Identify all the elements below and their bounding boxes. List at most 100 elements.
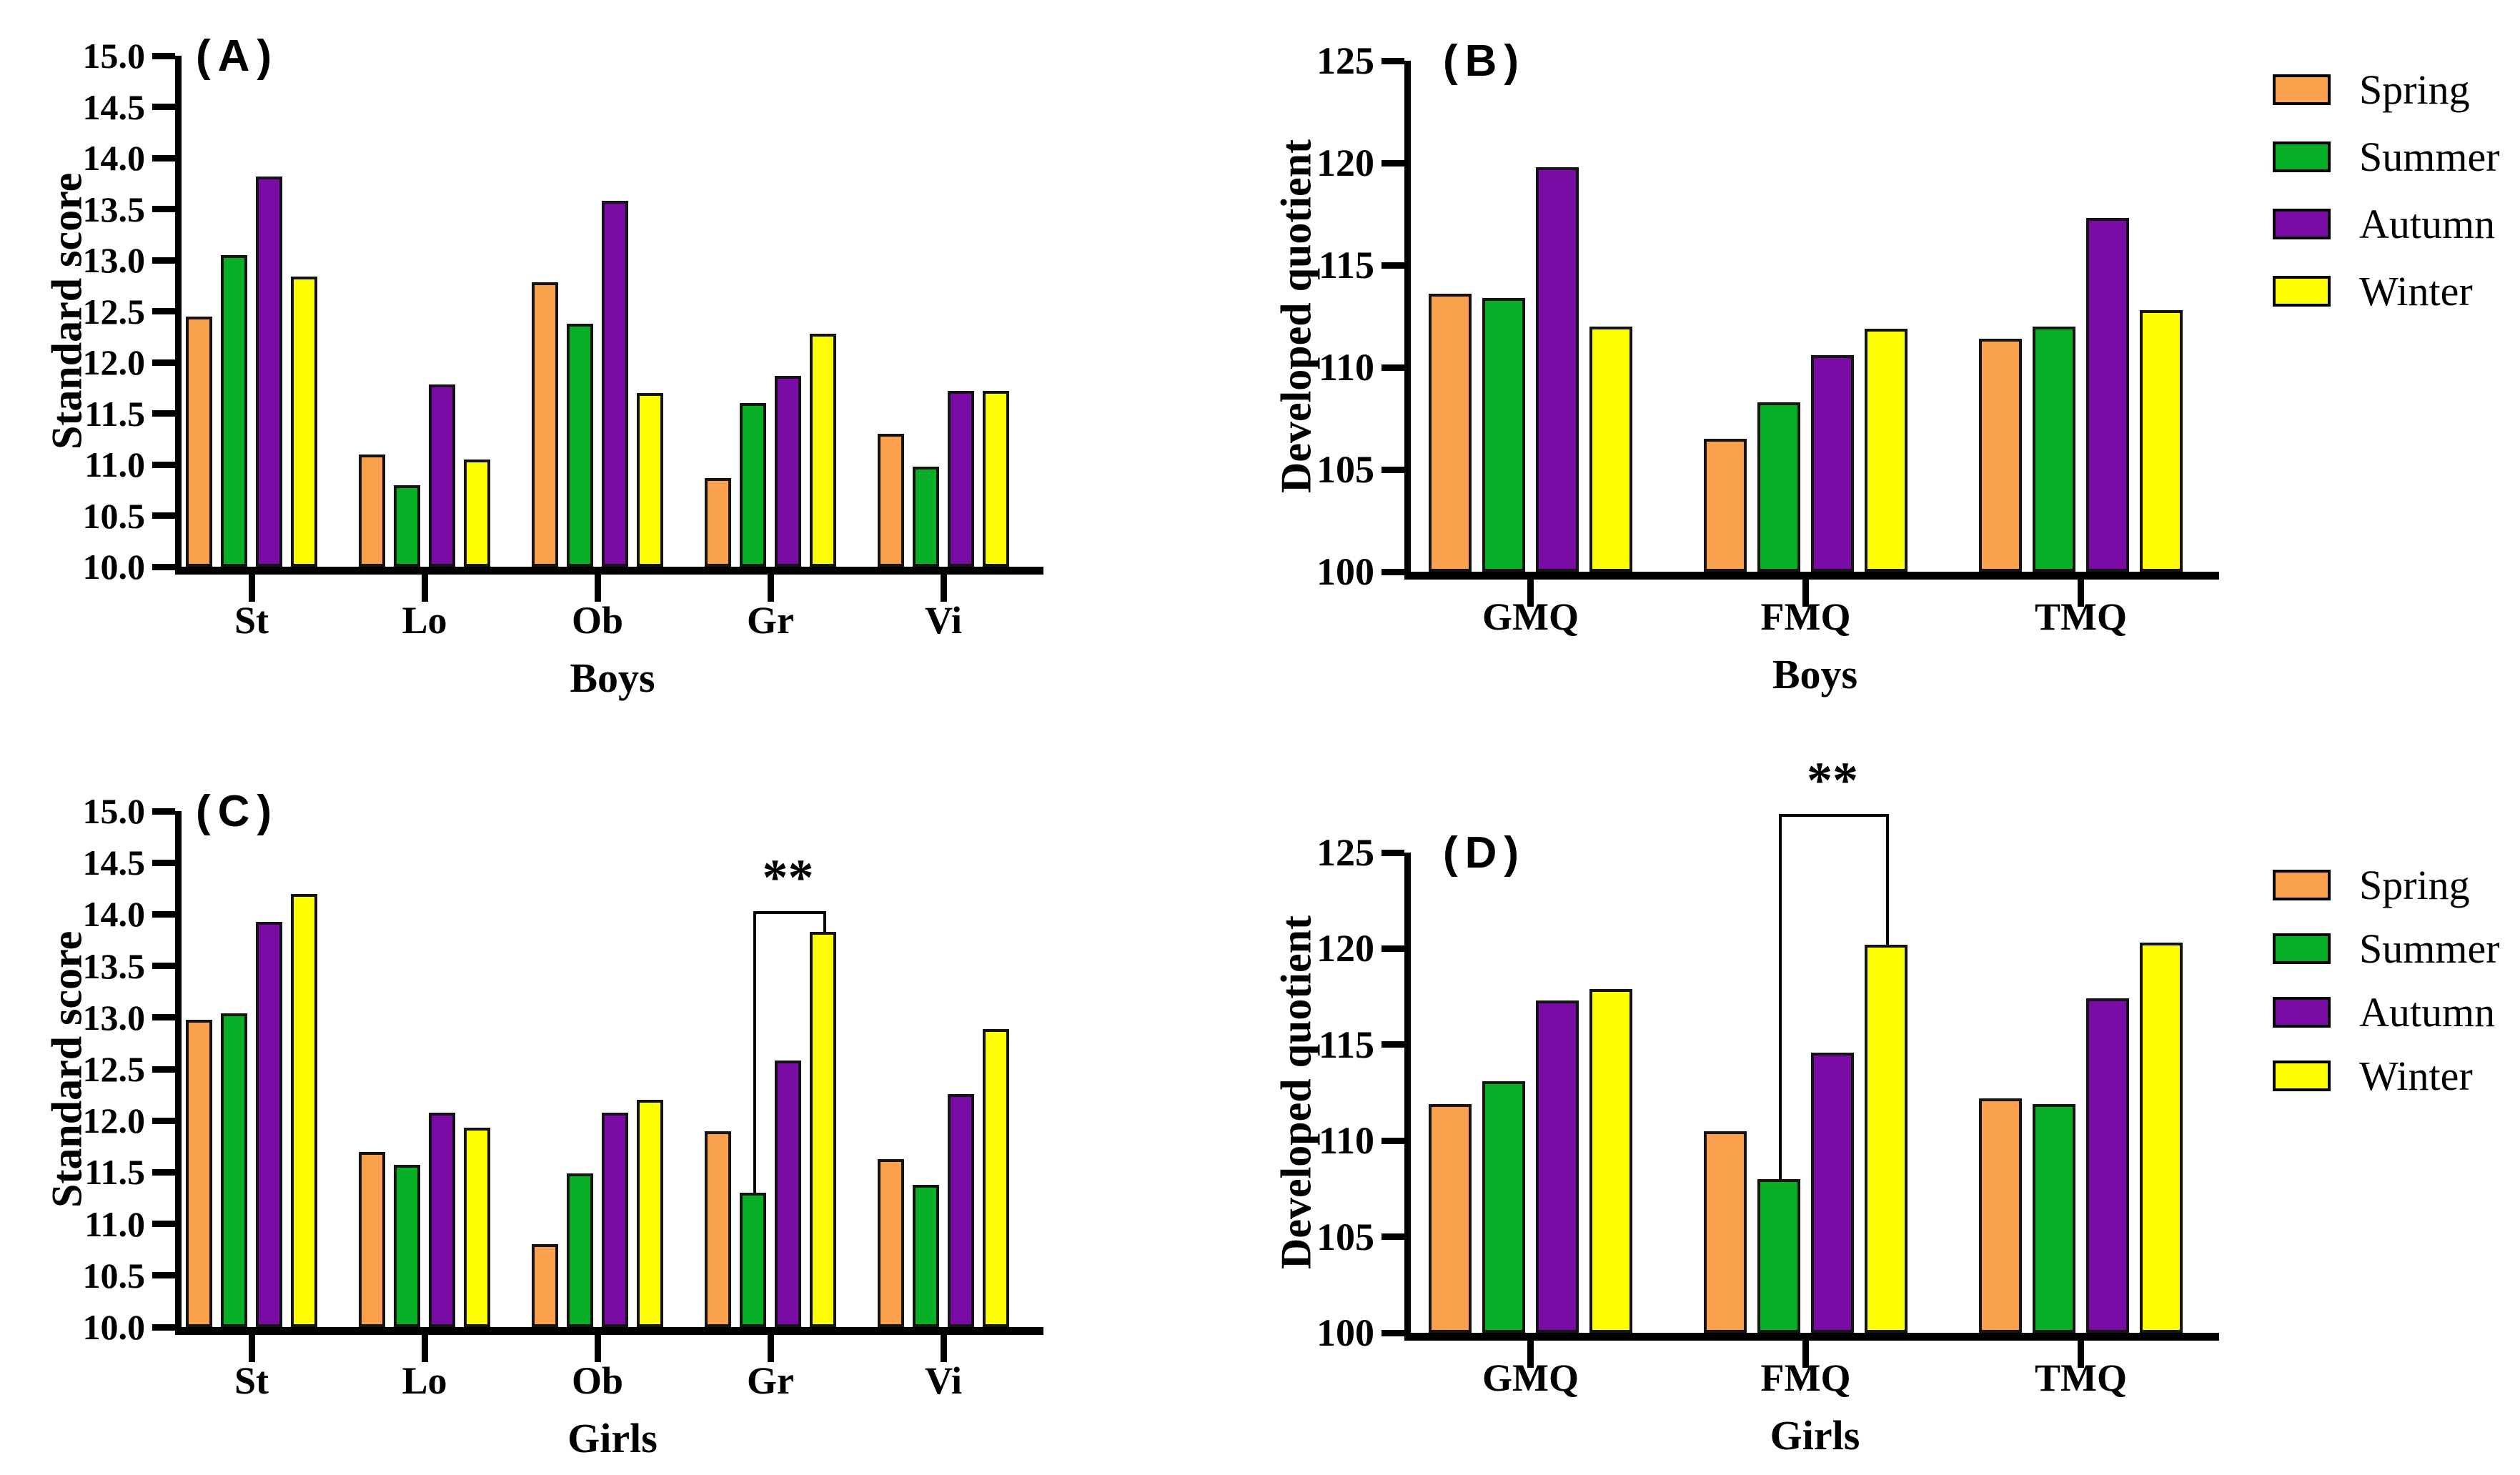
bar-D-TMQ-Winter [2140,943,2183,1333]
x-tick-B-FMQ [1802,580,1809,607]
y-tick-A-14.0 [152,154,175,162]
x-tick-label-B-FMQ: FMQ [1760,595,1851,638]
y-tick-D-120 [1381,945,1404,952]
y-tick-label-C-14.0: 14.0 [82,894,146,935]
x-tick-D-FMQ [1802,1341,1809,1368]
bar-B-FMQ-Summer [1757,402,1800,572]
x-tick-C-Ob [594,1335,601,1362]
bar-C-Ob-Autumn [602,1112,628,1327]
y-tick-label-B-125: 125 [1316,39,1374,82]
panel-A: (A) Standard score Boys 10.0 10.5 11.0 11.5… [44,31,1043,701]
bar-C-Lo-Autumn [429,1112,455,1327]
y-tick-label-D-120: 120 [1316,927,1374,970]
x-tick-B-GMQ [1527,580,1534,607]
legend-item-spring: Spring [2273,56,2500,123]
y-tick-label-A-13.5: 13.5 [82,189,146,229]
y-tick-label-C-14.5: 14.5 [82,843,146,883]
bar-A-Lo-Summer [394,485,420,567]
bar-A-Vi-Autumn [948,391,974,567]
x-tick-B-TMQ [2078,580,2084,607]
x-tick-label-C-Lo: Lo [402,1359,447,1402]
y-tick-label-C-10.5: 10.5 [82,1255,146,1296]
bar-C-Vi-Autumn [948,1093,974,1327]
x-tick-label-A-Lo: Lo [402,599,447,642]
y-tick-label-A-14.0: 14.0 [82,138,146,178]
bar-C-Gr-Autumn [775,1061,801,1327]
bar-B-GMQ-Spring [1429,294,1472,572]
y-tick-label-A-14.5: 14.5 [82,86,146,127]
bar-B-FMQ-Autumn [1811,354,1854,572]
y-tick-label-B-110: 110 [1318,346,1374,389]
legend-item-winter: Winter [2273,1044,2500,1108]
x-tick-A-St [248,575,255,602]
significance-bracket-right-leg [1886,814,1889,945]
legend-label-winter: Winter [2359,267,2473,314]
bar-D-FMQ-Winter [1865,945,1908,1333]
bar-B-TMQ-Autumn [2086,218,2129,572]
legend-swatch-autumn [2273,208,2331,239]
bar-A-Lo-Spring [359,454,385,567]
x-tick-C-St [248,1335,255,1362]
bar-C-Gr-Summer [740,1193,766,1327]
bar-A-Vi-Summer [913,466,939,567]
significance-label: ** [1807,752,1858,810]
y-tick-label-C-13.5: 13.5 [82,945,146,986]
y-tick-A-10.0 [152,563,175,570]
legend-top: Spring Summer Autumn Winter [2273,56,2500,324]
bar-C-Ob-Winter [637,1100,663,1327]
y-tick-D-125 [1381,849,1404,856]
panel-B: (B) Developed quotient Boys 100 105 110 115… [1273,36,2219,697]
legend-swatch-autumn [2273,997,2331,1028]
y-tick-A-15.0 [152,52,175,59]
x-tick-label-D-TMQ: TMQ [2035,1356,2127,1399]
panel-letter-A: (A) [196,31,279,81]
significance-bracket-left-leg [1779,814,1782,1179]
x-tick-A-Vi [940,575,947,602]
y-tick-B-125 [1381,57,1404,64]
bar-D-GMQ-Summer [1482,1081,1525,1333]
legend-swatch-winter [2273,275,2331,307]
y-tick-A-10.5 [152,512,175,519]
bar-D-GMQ-Spring [1429,1104,1472,1333]
legend-item-spring: Spring [2273,853,2500,917]
significance-label: ** [762,849,814,907]
x-tick-label-B-GMQ: GMQ [1482,595,1579,638]
y-tick-A-13.0 [152,257,175,264]
y-tick-A-14.5 [152,104,175,110]
legend-swatch-summer [2273,141,2331,172]
bar-A-Ob-Winter [637,392,663,567]
x-axis-title-A: Boys [570,655,655,701]
bar-A-Gr-Winter [810,333,836,567]
x-tick-label-C-Vi: Vi [925,1359,962,1402]
x-tick-C-Gr [767,1335,774,1362]
y-tick-label-A-11.5: 11.5 [84,393,145,434]
panel-letter-D: (D) [1443,828,1527,878]
x-tick-label-B-TMQ: TMQ [2035,595,2127,638]
y-tick-label-C-15.0: 15.0 [82,791,146,831]
bar-C-Vi-Summer [913,1184,939,1327]
y-tick-label-A-11.0: 11.0 [84,445,145,485]
legend-item-autumn: Autumn [2273,980,2500,1044]
legend-label-winter: Winter [2359,1053,2473,1099]
y-tick-B-105 [1381,466,1404,473]
bar-B-TMQ-Summer [2033,326,2075,572]
bar-B-GMQ-Summer [1482,297,1525,572]
y-tick-label-A-12.0: 12.0 [82,342,146,382]
x-axis-title-D: Girls [1770,1412,1860,1459]
bar-A-St-Winter [291,276,317,567]
bar-C-St-Winter [291,893,317,1327]
panel-D: (D) Developed quotient Girls 100 105 110 11… [1273,752,2219,1459]
x-tick-label-A-Ob: Ob [571,599,624,642]
x-tick-label-D-GMQ: GMQ [1482,1356,1579,1399]
bar-D-TMQ-Summer [2033,1104,2075,1333]
significance-bracket-right-leg [823,911,826,932]
x-tick-A-Ob [594,575,601,602]
bar-D-GMQ-Winter [1589,988,1632,1333]
y-tick-B-100 [1381,568,1404,575]
bar-C-Ob-Summer [567,1173,593,1327]
bar-C-Vi-Spring [878,1158,904,1327]
y-tick-label-A-12.5: 12.5 [82,291,146,332]
y-tick-label-D-100: 100 [1316,1311,1374,1354]
bar-C-Vi-Winter [983,1028,1009,1327]
